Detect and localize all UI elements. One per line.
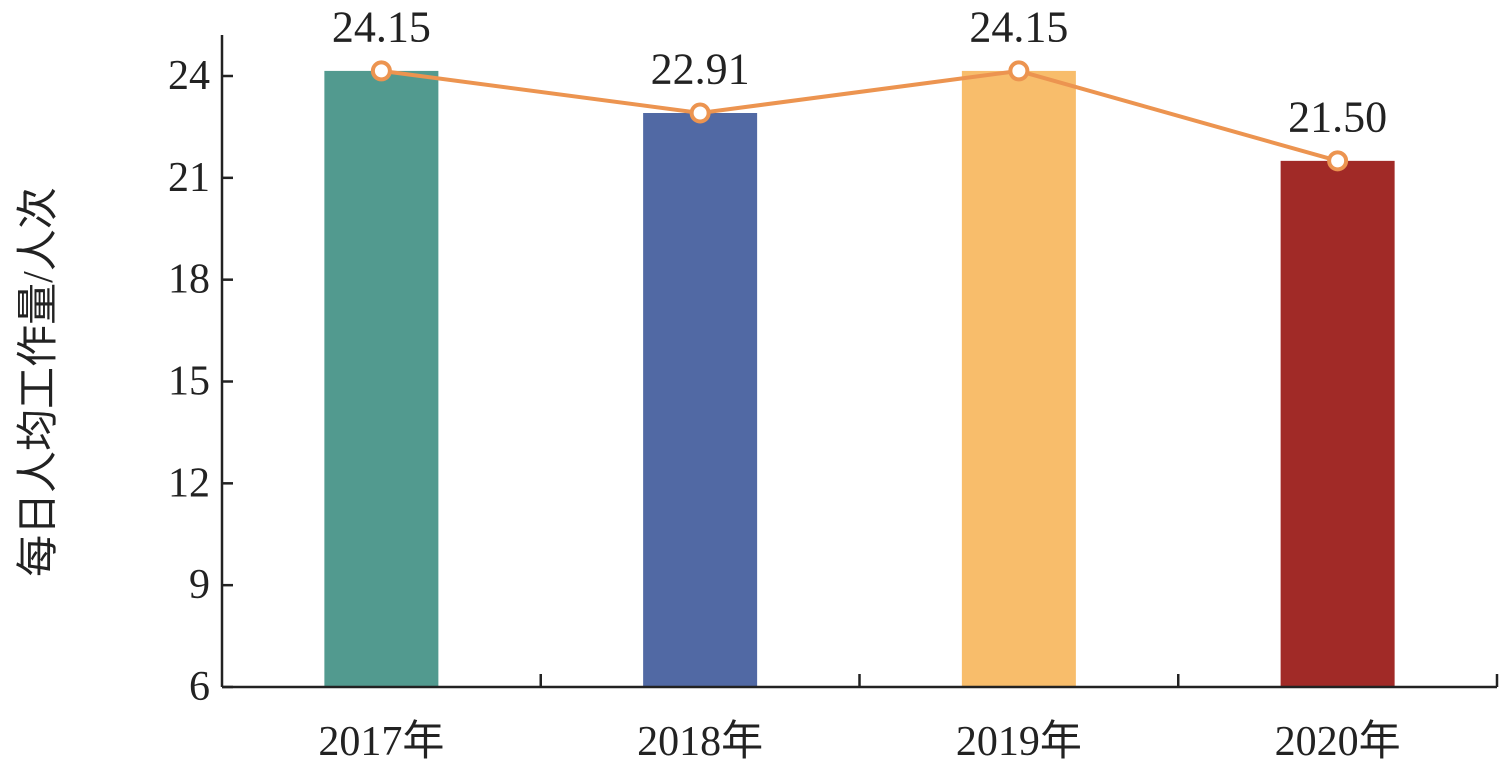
y-tick-label: 6 <box>189 664 210 710</box>
data-label: 22.91 <box>651 44 750 93</box>
x-tick-label: 2019年 <box>956 718 1082 765</box>
y-tick-label: 24 <box>168 53 210 99</box>
x-tick-label: 2018年 <box>637 718 763 765</box>
line-marker <box>1327 150 1349 172</box>
line-marker <box>1008 60 1030 82</box>
bar-2017年 <box>324 70 439 688</box>
x-tick-label: 2020年 <box>1275 718 1401 765</box>
line-marker <box>370 60 392 82</box>
data-label: 24.15 <box>332 2 431 51</box>
x-tick-label: 2017年 <box>318 718 444 765</box>
trend-line <box>381 68 1339 163</box>
data-label: 21.50 <box>1288 92 1387 141</box>
y-tick-label: 12 <box>168 460 210 506</box>
trend-line-series <box>370 60 1349 172</box>
y-axis-title: 每日人均工作量/人次 <box>16 187 62 577</box>
y-tick-label: 21 <box>168 155 210 201</box>
axes: 6 9 12 15 18 21 24 2017年 2018年 2019年 2020年 <box>168 35 1499 765</box>
y-tick-label: 15 <box>168 359 210 405</box>
line-marker <box>689 102 711 124</box>
bar-series <box>324 70 1395 688</box>
bar-2019年 <box>961 70 1076 688</box>
bar-2018年 <box>643 112 758 687</box>
y-tick-label: 9 <box>189 562 210 608</box>
y-tick-label: 18 <box>168 257 210 303</box>
data-labels: 24.15 22.91 24.15 21.50 <box>332 2 1387 141</box>
bar-2020年 <box>1280 160 1395 688</box>
data-label: 24.15 <box>969 2 1068 51</box>
